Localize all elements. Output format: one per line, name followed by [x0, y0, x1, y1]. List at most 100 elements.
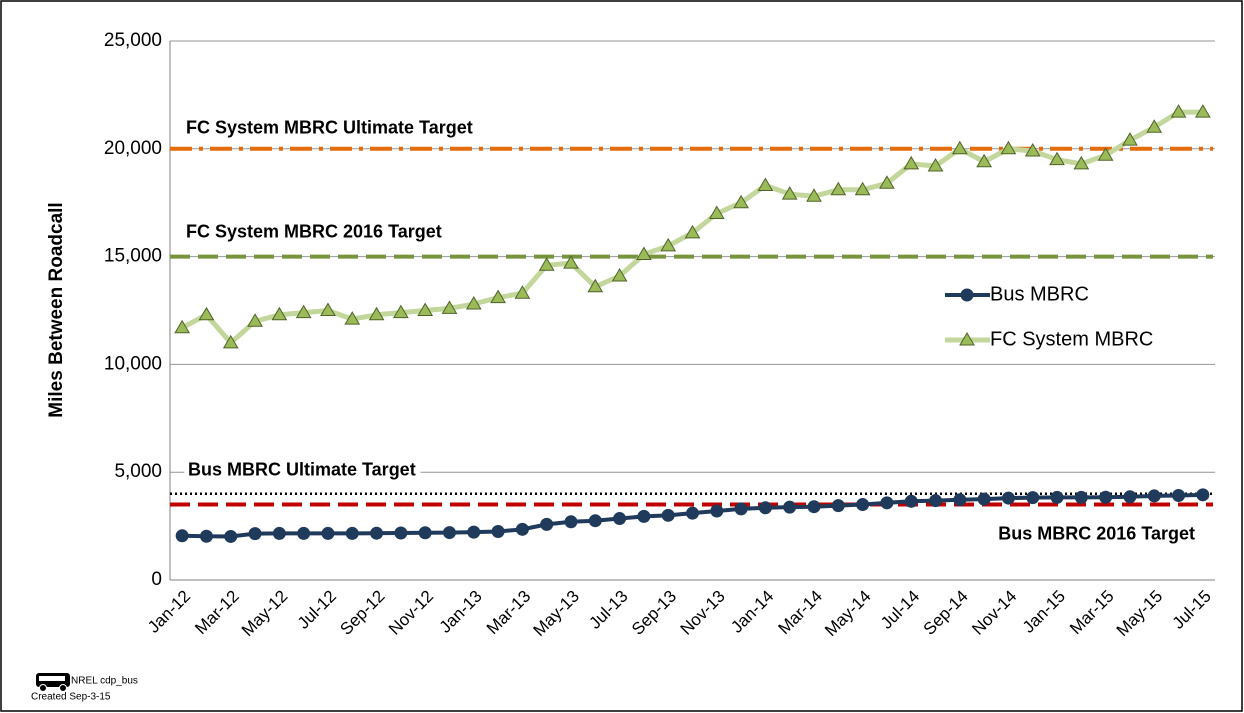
marker [734, 502, 748, 516]
marker [977, 492, 991, 506]
marker [708, 205, 725, 219]
marker [856, 498, 870, 512]
y-tick-label: 0 [151, 569, 162, 590]
y-tick-label: 15,000 [104, 246, 162, 267]
marker [661, 508, 675, 522]
series [175, 488, 1210, 543]
marker [417, 302, 434, 316]
marker [710, 504, 724, 518]
marker [491, 524, 505, 538]
marker [198, 306, 215, 321]
marker [953, 493, 967, 507]
footnote: Created Sep-3-15 [31, 692, 111, 703]
marker [807, 500, 821, 514]
marker [1024, 142, 1041, 157]
marker [1073, 155, 1090, 170]
marker [960, 288, 974, 302]
marker [1050, 490, 1064, 504]
marker [247, 313, 263, 327]
marker [1074, 490, 1088, 504]
marker [831, 499, 845, 513]
marker [224, 529, 238, 543]
marker [1001, 491, 1015, 505]
legend-label: Bus MBRC [990, 283, 1089, 305]
marker [564, 515, 578, 529]
marker [394, 526, 408, 540]
marker [271, 306, 288, 321]
marker [879, 175, 895, 189]
marker [199, 529, 213, 543]
marker [781, 186, 798, 200]
marker [588, 514, 602, 528]
reference-label: Bus MBRC 2016 Target [998, 523, 1195, 543]
marker [1000, 140, 1017, 155]
marker [927, 158, 944, 172]
marker [1026, 491, 1040, 505]
marker [1172, 488, 1186, 502]
marker [1194, 104, 1211, 118]
marker [175, 529, 189, 543]
marker [320, 302, 336, 316]
marker [515, 522, 529, 536]
marker [783, 500, 797, 514]
marker [1147, 489, 1161, 503]
reference-label: FC System MBRC 2016 Target [186, 221, 442, 241]
marker [321, 526, 335, 540]
marker [830, 181, 847, 196]
marker [465, 296, 482, 310]
marker [1196, 488, 1210, 502]
marker [222, 334, 239, 349]
marker [297, 526, 311, 540]
marker [904, 494, 918, 508]
marker [854, 181, 871, 196]
reference-label: FC System MBRC Ultimate Target [186, 118, 473, 138]
marker [587, 278, 604, 293]
marker [540, 517, 554, 531]
marker [613, 512, 627, 526]
marker [272, 526, 286, 540]
marker [1146, 119, 1163, 133]
marker [1097, 147, 1114, 161]
marker [538, 257, 555, 271]
marker [806, 188, 822, 202]
y-tick-label: 5,000 [114, 461, 162, 482]
series [174, 104, 1211, 349]
marker [733, 194, 749, 209]
marker [442, 526, 456, 540]
marker [1123, 490, 1137, 504]
marker [903, 155, 920, 170]
marker [393, 304, 409, 319]
marker [951, 140, 968, 155]
reference-label: Bus MBRC Ultimate Target [188, 460, 416, 480]
marker [418, 526, 432, 540]
marker [1099, 490, 1113, 504]
marker [757, 177, 774, 191]
marker [1170, 104, 1187, 118]
y-tick-label: 20,000 [104, 138, 162, 159]
marker [686, 506, 699, 520]
y-axis-title: Miles Between Roadcall [46, 202, 67, 417]
y-tick-label: 10,000 [104, 353, 162, 374]
marker [1122, 132, 1138, 146]
marker [345, 526, 359, 540]
marker [976, 153, 992, 168]
marker [880, 496, 894, 510]
marker [1049, 151, 1065, 166]
marker [441, 300, 458, 314]
bus-icon [36, 673, 70, 692]
marker [959, 332, 975, 346]
marker [563, 255, 579, 269]
marker [684, 224, 701, 239]
marker [248, 527, 262, 541]
marker [295, 304, 312, 319]
marker [370, 526, 384, 540]
marker [344, 311, 361, 325]
footnote: NREL cdp_bus [71, 676, 138, 687]
marker [490, 289, 506, 304]
marker [514, 285, 531, 299]
marker [611, 268, 628, 282]
marker [368, 306, 385, 321]
marker [636, 246, 652, 260]
